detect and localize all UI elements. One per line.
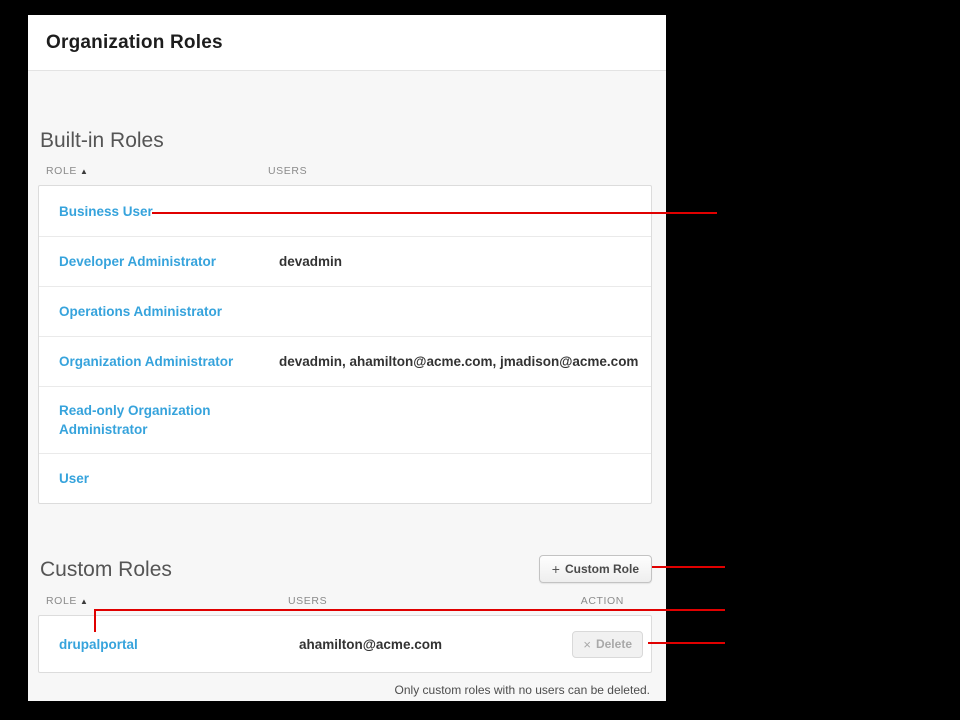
role-cell: drupalportal bbox=[59, 635, 299, 654]
role-link-user[interactable]: User bbox=[59, 471, 90, 486]
users-cell: devadmin, ahamilton@acme.com, jmadison@a… bbox=[279, 354, 639, 369]
role-cell: Read-only Organization Administrator bbox=[59, 401, 279, 439]
add-custom-role-label: Custom Role bbox=[564, 562, 639, 576]
users-cell: devadmin bbox=[279, 254, 343, 269]
sort-ascending-icon: ▲ bbox=[80, 597, 89, 606]
column-header-role[interactable]: ROLE ▲ bbox=[46, 595, 89, 607]
plus-icon: + bbox=[551, 561, 560, 577]
custom-roles-heading-row: Custom Roles + Custom Role bbox=[38, 555, 652, 583]
delete-restriction-note: Only custom roles with no users can be d… bbox=[394, 683, 650, 697]
column-header-action: ACTION bbox=[580, 595, 624, 607]
callout-line-drupalportal bbox=[94, 609, 725, 611]
organization-roles-panel: Organization Roles Built-in Roles ROLE ▲ … bbox=[28, 15, 666, 701]
role-link-developer-administrator[interactable]: Developer Administrator bbox=[59, 254, 217, 269]
role-cell: Operations Administrator bbox=[59, 302, 279, 321]
builtin-column-headers: ROLE ▲ USERS bbox=[38, 165, 652, 178]
table-row: Developer Administrator devadmin bbox=[39, 236, 651, 286]
sort-ascending-icon: ▲ bbox=[80, 167, 89, 176]
page-title: Organization Roles bbox=[46, 31, 223, 53]
custom-roles-heading: Custom Roles bbox=[40, 557, 172, 581]
role-cell: Business User bbox=[59, 202, 279, 221]
callout-line-drupalportal-vertical bbox=[94, 609, 96, 632]
column-header-role[interactable]: ROLE ▲ bbox=[46, 165, 89, 177]
table-row: Business User bbox=[39, 186, 651, 236]
delete-button-label: Delete bbox=[595, 637, 632, 651]
panel-header: Organization Roles bbox=[28, 15, 666, 71]
role-link-business-user[interactable]: Business User bbox=[59, 203, 153, 219]
builtin-roles-table: Business User Developer Administrator de… bbox=[38, 185, 652, 504]
users-cell: ahamilton@acme.com bbox=[299, 636, 442, 652]
table-row: Read-only Organization Administrator bbox=[39, 386, 651, 453]
table-row: drupalportal ahamilton@acme.com × Delete bbox=[39, 616, 651, 672]
custom-column-headers: ROLE ▲ USERS ACTION bbox=[38, 595, 652, 608]
role-cell: User bbox=[59, 469, 279, 488]
column-header-users: USERS bbox=[268, 165, 308, 177]
callout-line-delete-button bbox=[648, 642, 725, 644]
custom-roles-table: drupalportal ahamilton@acme.com × Delete bbox=[38, 615, 652, 673]
table-row: Organization Administrator devadmin, aha… bbox=[39, 336, 651, 386]
table-row: User bbox=[39, 453, 651, 503]
delete-role-button[interactable]: × Delete bbox=[572, 630, 643, 658]
builtin-roles-heading: Built-in Roles bbox=[40, 129, 164, 152]
role-cell: Organization Administrator bbox=[59, 352, 279, 371]
add-custom-role-button[interactable]: + Custom Role bbox=[538, 555, 652, 583]
role-link-drupalportal[interactable]: drupalportal bbox=[59, 636, 138, 652]
callout-line-business-user bbox=[152, 212, 717, 214]
x-icon: × bbox=[583, 636, 591, 652]
table-row: Operations Administrator bbox=[39, 286, 651, 336]
column-header-users: USERS bbox=[288, 595, 328, 607]
panel-body: Built-in Roles ROLE ▲ USERS Business User… bbox=[28, 128, 666, 697]
role-link-organization-administrator[interactable]: Organization Administrator bbox=[59, 354, 234, 369]
role-cell: Developer Administrator bbox=[59, 252, 279, 271]
role-link-readonly-organization-administrator[interactable]: Read-only Organization Administrator bbox=[59, 403, 211, 437]
callout-line-add-custom-role bbox=[652, 566, 725, 568]
role-link-operations-administrator[interactable]: Operations Administrator bbox=[59, 304, 223, 319]
